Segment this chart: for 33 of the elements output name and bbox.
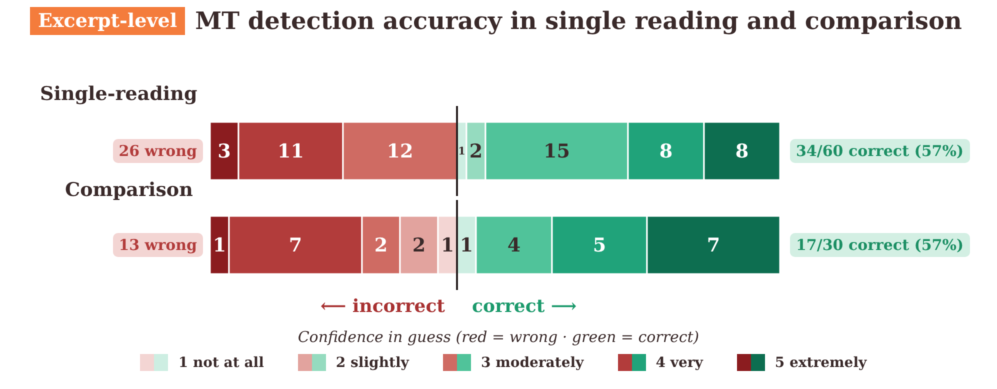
data-label: 11 xyxy=(278,140,304,163)
text: 17/30 correct (57%) xyxy=(790,233,970,257)
chart-subtitle: Comparison xyxy=(65,179,193,201)
data-label: 1 xyxy=(440,234,454,257)
legend-label: 2 slightly xyxy=(336,354,409,370)
legend-label: 3 moderately xyxy=(480,354,584,370)
data-label: 4 xyxy=(507,234,521,257)
chart-title: MT detection accuracy in single reading and comparison xyxy=(195,6,962,35)
legend-label: 4 very xyxy=(656,354,703,370)
text: Excerpt-level xyxy=(30,6,186,34)
text: 34/60 correct (57%) xyxy=(790,139,970,163)
text: correct ⟶ xyxy=(472,296,577,317)
legend-label: 5 extremely xyxy=(774,354,867,370)
data-label: 12 xyxy=(386,140,414,163)
data-label: 1 xyxy=(460,234,474,257)
data-label: 3 xyxy=(218,140,231,163)
text: 26 wrong xyxy=(112,139,203,163)
text: ⟵ incorrect xyxy=(320,296,445,317)
legend-label: 1 not at all xyxy=(178,354,264,370)
text: 13 wrong xyxy=(112,233,203,257)
data-label: 2 xyxy=(412,234,426,257)
data-label: 7 xyxy=(288,234,302,257)
data-label: 15 xyxy=(544,140,570,163)
data-label: 8 xyxy=(659,140,673,163)
data-label: 8 xyxy=(735,140,749,163)
data-label: 5 xyxy=(592,234,606,257)
legend-title: Confidence in guess (red = wrong · green = correct) xyxy=(296,328,700,348)
data-label: 7 xyxy=(706,234,720,257)
data-label: 1 xyxy=(458,146,466,158)
data-label: 1 xyxy=(212,234,226,257)
chart-subtitle: Single-reading xyxy=(40,83,198,105)
data-label: 2 xyxy=(374,234,388,257)
data-label: 2 xyxy=(469,140,483,163)
